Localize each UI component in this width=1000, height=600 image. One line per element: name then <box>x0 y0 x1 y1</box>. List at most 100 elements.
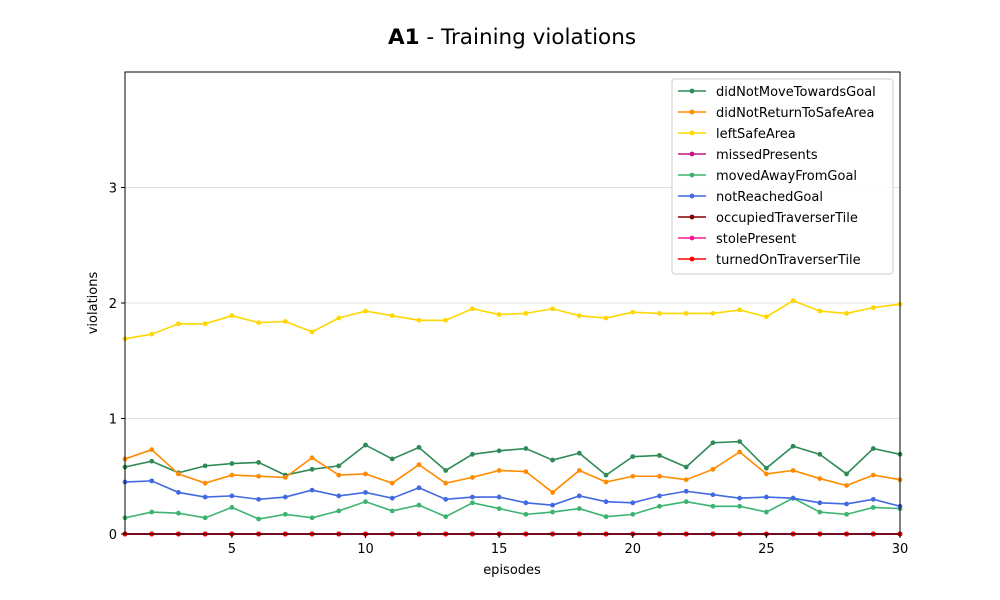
data-point <box>630 309 636 315</box>
data-point <box>149 458 155 464</box>
data-point <box>443 480 449 486</box>
data-point <box>870 505 876 510</box>
data-point <box>443 496 449 502</box>
data-point <box>817 500 823 506</box>
series-movedAwayFromGoal <box>122 495 903 522</box>
data-point <box>576 450 582 456</box>
data-point <box>683 464 689 470</box>
data-point <box>363 490 368 495</box>
data-point <box>496 312 502 317</box>
chart-title-rest: - Training violations <box>420 25 636 50</box>
data-point <box>309 329 315 335</box>
legend-label: didNotMoveTowardsGoal <box>716 85 876 100</box>
data-point <box>657 310 662 316</box>
data-point <box>603 514 609 520</box>
x-tick-label: 30 <box>892 542 909 557</box>
data-point <box>523 446 529 451</box>
legend-swatch-marker <box>689 172 695 178</box>
legend-label: notReachedGoal <box>716 190 823 205</box>
data-point <box>817 476 823 481</box>
legend-box <box>671 78 894 275</box>
legend-swatch-marker <box>689 151 695 157</box>
data-point <box>229 493 235 499</box>
data-point <box>336 493 342 499</box>
data-point <box>603 315 609 321</box>
data-point <box>550 490 555 495</box>
data-point <box>550 306 555 312</box>
legend-swatch-marker <box>689 256 695 262</box>
data-point <box>202 480 208 486</box>
data-point <box>550 509 555 515</box>
data-point <box>576 313 582 319</box>
legend-swatch-marker <box>689 214 695 220</box>
series-line <box>124 480 901 508</box>
data-point <box>763 314 769 320</box>
data-point <box>229 313 235 319</box>
data-point <box>496 506 502 511</box>
legend-label: leftSafeArea <box>716 127 796 142</box>
data-point <box>229 472 235 478</box>
data-point <box>790 495 796 501</box>
legend-label: occupiedTraverserTile <box>716 211 858 226</box>
data-point <box>309 466 315 472</box>
x-tick-label: 15 <box>491 542 508 557</box>
data-point <box>630 473 636 479</box>
data-point <box>176 471 181 477</box>
data-point <box>389 456 395 462</box>
data-point <box>363 308 368 314</box>
data-point <box>657 493 662 499</box>
data-point <box>870 496 876 502</box>
data-point <box>470 306 475 312</box>
data-point <box>550 457 555 463</box>
y-tick-label: 2 <box>109 297 117 312</box>
data-point <box>176 490 181 495</box>
data-point <box>389 313 395 319</box>
data-point <box>844 471 849 477</box>
data-point <box>470 500 475 506</box>
series-line <box>124 497 901 520</box>
legend-swatch-marker <box>689 235 695 241</box>
data-point <box>282 319 288 324</box>
legend: didNotMoveTowardsGoal didNotReturnToSafeA… <box>671 78 894 275</box>
series-line <box>124 440 901 477</box>
series-notReachedGoal <box>122 478 903 509</box>
data-point <box>603 499 609 505</box>
data-point <box>149 509 155 515</box>
data-point <box>817 509 823 515</box>
x-tick-label: 10 <box>357 542 374 557</box>
data-point <box>870 472 876 478</box>
data-point <box>870 305 876 311</box>
data-point <box>282 511 288 517</box>
data-point <box>256 496 262 502</box>
legend-label: movedAwayFromGoal <box>716 169 857 184</box>
data-point <box>737 307 743 313</box>
data-point <box>737 439 743 444</box>
data-point <box>363 471 368 477</box>
data-point <box>470 494 475 500</box>
data-point <box>737 449 743 455</box>
data-point <box>229 505 235 510</box>
series-line <box>124 299 901 340</box>
data-point <box>657 473 662 479</box>
data-point <box>844 310 849 316</box>
data-point <box>710 310 716 316</box>
data-point <box>710 503 716 509</box>
data-point <box>657 453 662 458</box>
data-point <box>309 487 315 493</box>
data-point <box>763 494 769 500</box>
data-point <box>496 468 502 473</box>
data-point <box>443 514 449 520</box>
series-leftSafeArea <box>122 298 903 342</box>
data-point <box>309 455 315 461</box>
data-point <box>202 463 208 469</box>
legend-swatch-marker <box>689 193 695 199</box>
data-point <box>416 317 422 323</box>
data-point <box>683 477 689 483</box>
y-tick-label: 1 <box>109 413 117 428</box>
data-point <box>416 502 422 508</box>
data-point <box>683 310 689 316</box>
x-tick-label: 5 <box>228 542 236 557</box>
data-point <box>416 462 422 468</box>
data-point <box>443 468 449 473</box>
